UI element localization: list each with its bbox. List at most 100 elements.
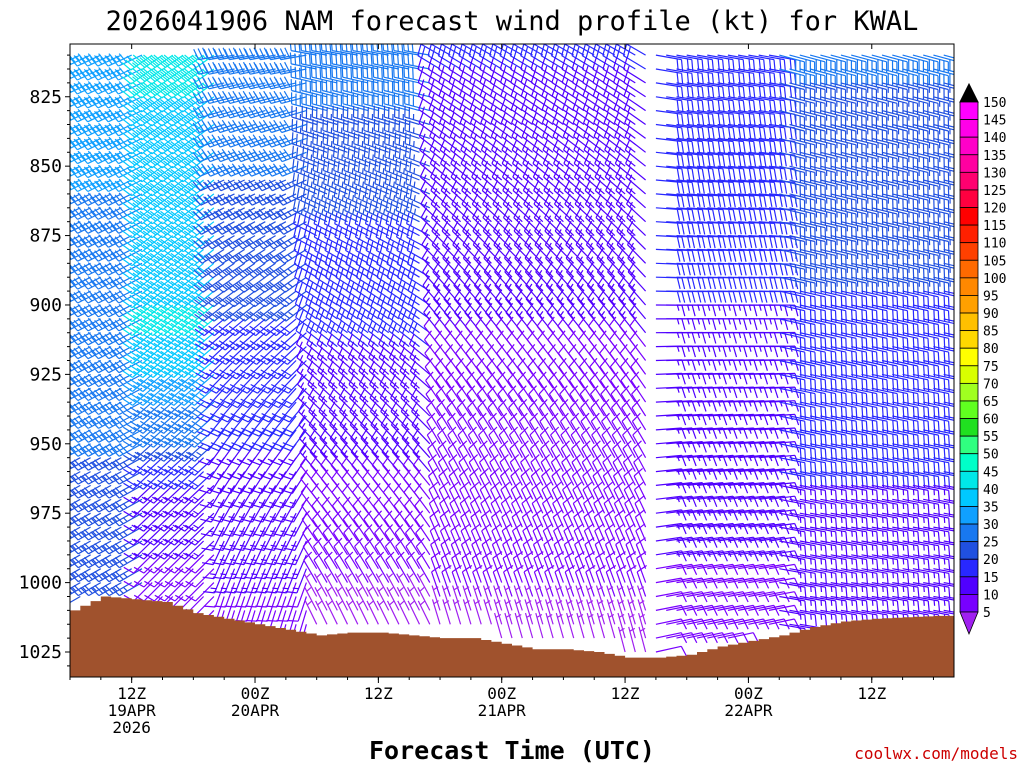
wind-barb <box>173 290 204 309</box>
wind-barb <box>439 509 451 542</box>
wind-barb <box>758 290 789 303</box>
wind-barb <box>933 290 954 301</box>
colorbar: 1501451401351301251201151101051009590858… <box>959 82 1006 636</box>
wind-barb <box>717 386 748 399</box>
wind-barb <box>417 71 441 98</box>
wind-barb <box>583 152 605 181</box>
wind-barb <box>122 290 153 309</box>
wind-barb <box>327 374 348 403</box>
wind-barb <box>943 609 954 613</box>
wind-barb <box>686 96 715 112</box>
wind-barb <box>912 123 939 143</box>
wind-barb <box>470 523 482 556</box>
wind-barb <box>173 207 204 225</box>
wind-barb <box>632 426 647 458</box>
wind-barb <box>861 582 889 599</box>
wind-barb <box>923 54 949 74</box>
colorbar-swatch <box>959 347 979 367</box>
wind-barb <box>933 123 954 142</box>
wind-barb <box>840 568 869 585</box>
colorbar-swatch <box>959 154 979 173</box>
wind-barb <box>912 151 939 171</box>
wind-barb <box>276 276 307 293</box>
wind-barb <box>779 526 807 544</box>
wind-barb <box>70 249 71 251</box>
wind-barb <box>748 151 777 167</box>
wind-barb <box>492 193 513 223</box>
wind-barb <box>499 467 513 500</box>
wind-barb <box>528 398 544 431</box>
wind-barb <box>408 333 431 361</box>
wind-barb <box>871 96 898 115</box>
wind-barb <box>531 495 544 528</box>
wind-barb <box>542 152 564 181</box>
wind-barb <box>163 82 194 99</box>
wind-barb <box>375 551 390 583</box>
wind-barb <box>820 582 848 599</box>
wind-barb <box>275 47 307 61</box>
wind-barb <box>933 165 954 183</box>
wind-barb <box>881 582 910 599</box>
wind-barb <box>317 374 338 403</box>
wind-barb <box>861 151 888 171</box>
wind-barb <box>809 165 837 184</box>
wind-barb <box>584 193 605 223</box>
wind-barb <box>110 234 143 248</box>
wind-barb <box>758 207 788 222</box>
wind-barb <box>943 457 954 461</box>
wind-barb <box>310 52 338 70</box>
wind-barb <box>820 179 847 198</box>
wind-barb <box>90 345 122 360</box>
wind-barb <box>943 443 954 447</box>
wind-barb <box>615 207 636 237</box>
wind-barb <box>779 96 806 115</box>
wind-barb <box>164 484 194 504</box>
wind-barb <box>294 292 318 320</box>
wind-barb <box>132 332 163 350</box>
wind-barb <box>413 483 431 514</box>
wind-barb <box>586 599 595 625</box>
wind-barb <box>396 573 410 597</box>
wind-barb <box>851 151 878 171</box>
wind-barb <box>738 96 766 112</box>
wind-barb <box>738 345 768 358</box>
wind-barb <box>324 225 348 250</box>
wind-barb <box>382 44 410 56</box>
wind-barb <box>142 137 174 155</box>
wind-barb <box>100 540 132 555</box>
wind-barb <box>840 235 868 253</box>
wind-barb <box>317 360 338 389</box>
wind-barb <box>494 612 503 639</box>
wind-barb <box>322 132 348 153</box>
wind-barb <box>90 471 122 485</box>
wind-barb <box>352 92 379 112</box>
wind-barb <box>563 180 585 209</box>
wind-barb <box>153 318 184 337</box>
wind-barb <box>851 540 879 558</box>
wind-barb <box>523 220 544 250</box>
wind-barb <box>122 304 153 323</box>
wind-barb <box>768 290 799 303</box>
wind-barb <box>397 279 420 306</box>
wind-barb <box>372 52 400 70</box>
wind-barb <box>164 582 194 602</box>
wind-barb <box>717 318 748 331</box>
wind-barb <box>70 415 91 428</box>
wind-barb <box>325 279 348 306</box>
wind-barb <box>478 426 492 458</box>
wind-barb <box>153 332 184 350</box>
wind-barb <box>655 179 685 194</box>
wind-barb <box>738 304 768 317</box>
wind-barb <box>70 180 71 181</box>
wind-barb <box>502 551 513 583</box>
wind-barb <box>707 262 737 276</box>
wind-barb <box>595 565 606 597</box>
wind-barb <box>871 554 899 571</box>
wind-barb <box>892 123 919 143</box>
wind-barb <box>404 510 420 542</box>
wind-barb <box>110 248 143 262</box>
wind-barb <box>686 359 717 371</box>
wind-barb <box>616 585 626 611</box>
wind-barb <box>491 537 503 569</box>
wind-barb <box>110 53 143 67</box>
